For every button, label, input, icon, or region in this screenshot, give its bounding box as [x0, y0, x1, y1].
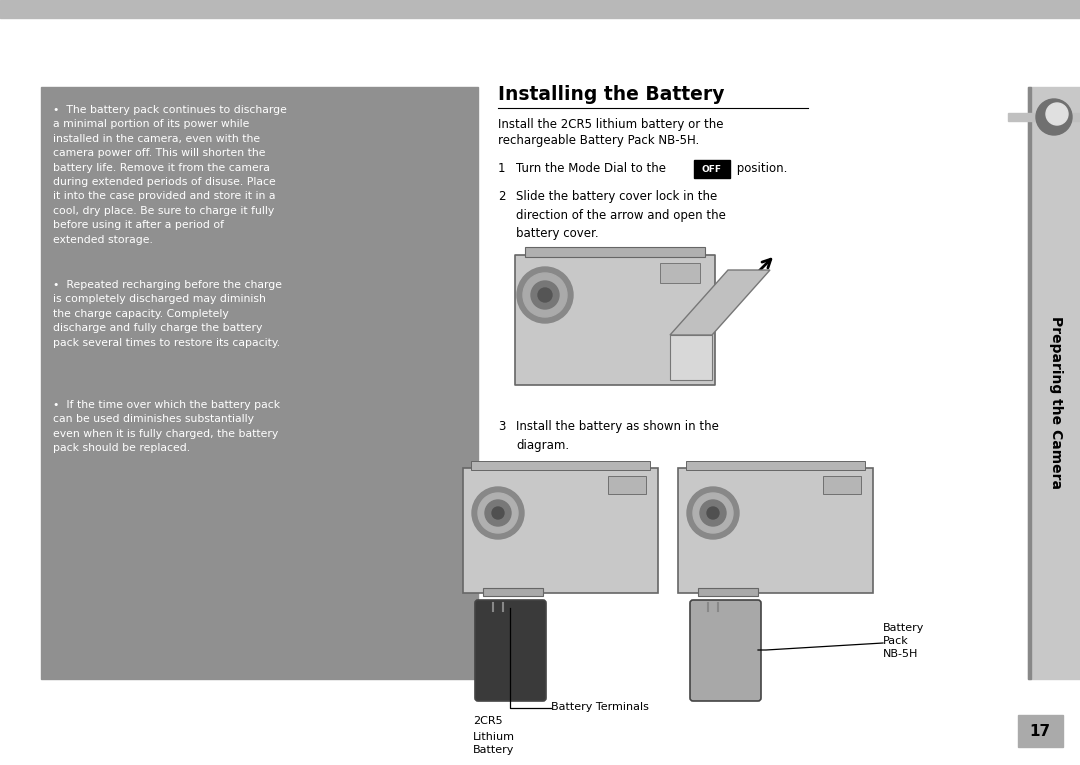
Bar	[1028, 87, 1080, 679]
Circle shape	[531, 281, 559, 309]
Text: •  Repeated recharging before the charge
is completely discharged may diminish
t: • Repeated recharging before the charge …	[53, 280, 282, 347]
Text: Install the battery as shown in the
diagram.: Install the battery as shown in the diag…	[516, 420, 719, 451]
Text: 3: 3	[498, 420, 505, 433]
Bar	[483, 588, 543, 596]
Bar	[686, 461, 865, 470]
Text: 1: 1	[498, 162, 505, 175]
Circle shape	[472, 487, 524, 539]
Bar	[608, 476, 646, 494]
Text: 2: 2	[498, 190, 505, 203]
Circle shape	[492, 507, 504, 519]
Text: 17: 17	[1029, 724, 1051, 738]
Bar	[525, 247, 705, 257]
Bar	[823, 476, 861, 494]
Text: Slide the battery cover lock in the
direction of the arrow and open the
battery : Slide the battery cover lock in the dire…	[516, 190, 726, 240]
FancyBboxPatch shape	[690, 600, 761, 701]
Circle shape	[700, 500, 726, 526]
Circle shape	[1036, 99, 1072, 135]
Text: •  The battery pack continues to discharge
a minimal portion of its power while
: • The battery pack continues to discharg…	[53, 105, 287, 245]
Circle shape	[523, 273, 567, 317]
Circle shape	[517, 267, 573, 323]
Bar	[670, 335, 712, 380]
Text: Lithium
Battery: Lithium Battery	[473, 732, 515, 755]
Bar	[471, 461, 650, 470]
FancyBboxPatch shape	[475, 600, 546, 701]
Text: Install the 2CR5 lithium battery or the: Install the 2CR5 lithium battery or the	[498, 118, 724, 131]
Text: Turn the Mode Dial to the: Turn the Mode Dial to the	[516, 162, 670, 175]
Circle shape	[485, 500, 511, 526]
Bar	[694, 160, 730, 178]
Text: •  If the time over which the battery pack
can be used diminishes substantially
: • If the time over which the battery pac…	[53, 400, 280, 453]
Bar	[1018, 715, 1063, 747]
Text: OFF: OFF	[702, 164, 723, 174]
Circle shape	[707, 507, 719, 519]
Text: Installing the Battery: Installing the Battery	[498, 85, 725, 104]
Circle shape	[478, 493, 518, 533]
Circle shape	[1047, 103, 1068, 125]
Text: Preparing the Camera: Preparing the Camera	[1049, 315, 1063, 489]
Bar	[463, 468, 658, 593]
Text: Battery
Pack
NB-5H: Battery Pack NB-5H	[883, 623, 924, 659]
Bar	[1028, 87, 1031, 679]
Circle shape	[693, 493, 733, 533]
Text: position.: position.	[733, 162, 787, 175]
Bar	[1008, 113, 1080, 121]
Polygon shape	[670, 270, 770, 335]
Bar	[678, 468, 873, 593]
Bar	[515, 255, 715, 385]
Circle shape	[687, 487, 739, 539]
Text: 2CR5: 2CR5	[473, 716, 502, 726]
Bar	[660, 263, 700, 283]
Bar	[41, 87, 478, 679]
Circle shape	[538, 288, 552, 302]
Bar	[0, 0, 1080, 18]
Text: Battery Terminals: Battery Terminals	[551, 702, 649, 712]
Text: rechargeable Battery Pack NB-5H.: rechargeable Battery Pack NB-5H.	[498, 134, 699, 147]
Bar	[698, 588, 758, 596]
